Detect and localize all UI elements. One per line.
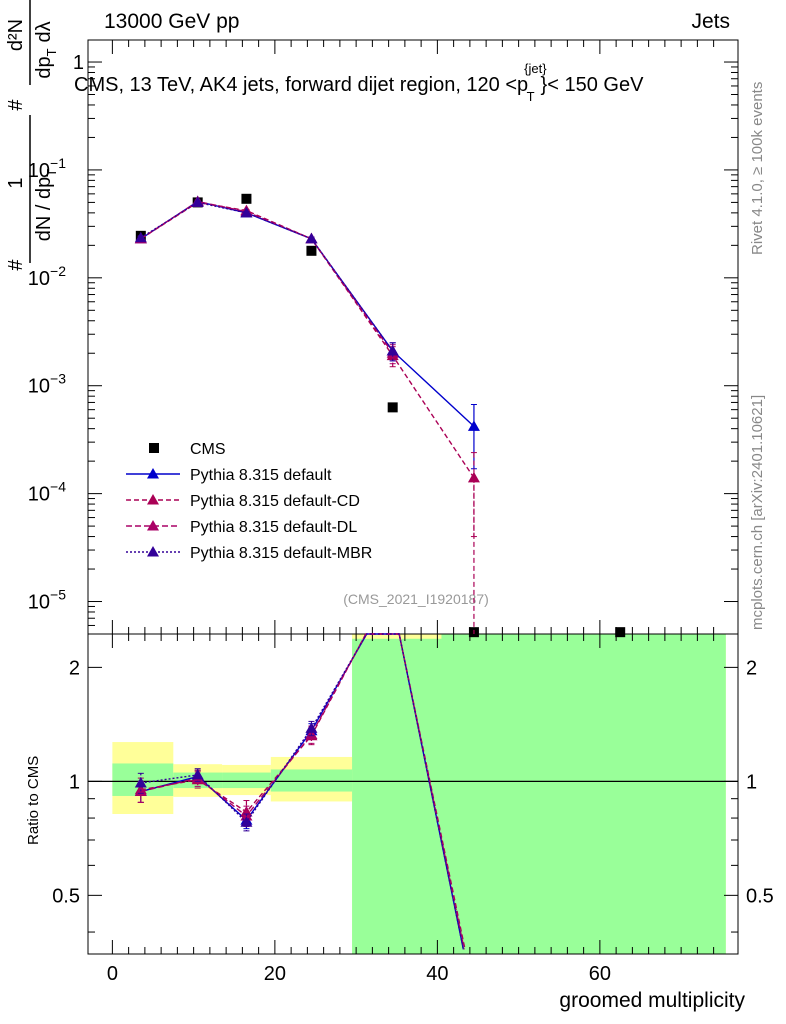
mcplots-label: mcplots.cern.ch [arXiv:2401.10621] xyxy=(749,395,766,630)
ylabel-dp: dp xyxy=(33,56,55,78)
ratio-y-tick-label-0: 0.5 xyxy=(52,885,80,907)
ratio-y-tick-label-right-2: 2 xyxy=(746,657,757,679)
ylabel-hash-2: # xyxy=(5,99,27,111)
main-y-tick-label-2: 10−2 xyxy=(28,263,66,290)
mbr-point-2 xyxy=(240,206,253,218)
mbr-line xyxy=(140,201,394,352)
x-tick-label-0: 0 xyxy=(107,963,118,985)
legend-mbr-label: Pythia 8.315 default-MBR xyxy=(190,545,372,562)
band-inner-2 xyxy=(222,772,271,789)
legend-cd-label: Pythia 8.315 default-CD xyxy=(190,493,360,510)
chart-title: CMS, 13 TeV, AK4 jets, forward dijet reg… xyxy=(74,61,644,104)
tick-exponent: −5 xyxy=(50,587,66,603)
main-y-tick-label-1: 10−1 xyxy=(28,155,66,182)
band-inner-4 xyxy=(352,634,726,954)
default-point-5 xyxy=(467,420,480,431)
legend-cms-marker xyxy=(149,443,159,453)
mbr-point-4 xyxy=(386,344,399,356)
x-axis-label: groomed multiplicity xyxy=(559,989,745,1012)
x-tick-label-1: 20 xyxy=(264,963,286,985)
header-left-label: 13000 GeV pp xyxy=(104,10,239,33)
cd-line xyxy=(140,201,475,479)
watermark-label: (CMS_2021_I1920187) xyxy=(343,591,489,607)
ylabel-den-text: dN / dp xyxy=(33,177,55,241)
rivet-version-label: Rivet 4.1.0, ≥ 100k events xyxy=(749,82,766,255)
main-series-layer xyxy=(134,193,626,638)
mbr-point-3 xyxy=(305,232,318,244)
tick-exponent: −2 xyxy=(50,263,66,279)
tick-base: 10 xyxy=(28,268,50,290)
ratio-y-tick-label-2: 2 xyxy=(69,657,80,679)
ratio-mbr-point-3 xyxy=(305,722,318,733)
tick-exponent: −3 xyxy=(50,371,66,387)
ratio-panel-frame xyxy=(87,633,739,955)
legend-dl-label: Pythia 8.315 default-DL xyxy=(190,519,357,536)
mbr-point-1 xyxy=(191,196,204,207)
tick-base: 10 xyxy=(28,484,50,506)
ratio-uncertainty-bands xyxy=(112,634,726,954)
band-top-strip-4 xyxy=(352,634,442,639)
ratio-mbr-point-0 xyxy=(134,777,147,788)
ratio-series-layer xyxy=(134,633,466,950)
title-suffix: }< 150 GeV xyxy=(541,74,645,96)
ylabel-hash-1: # xyxy=(5,259,27,271)
tick-exponent: −4 xyxy=(50,479,66,495)
legend-default-label: Pythia 8.315 default xyxy=(190,467,332,484)
ratio-axes: 0.5 0.51 12 20 20 40 60 xyxy=(52,634,774,985)
main-y-tick-label-0: 1 xyxy=(73,52,84,74)
main-panel-frame xyxy=(87,39,739,635)
title-sup: {jet} xyxy=(524,61,547,76)
tick-exponent: −1 xyxy=(50,155,66,171)
series-cd xyxy=(134,196,480,634)
default-line xyxy=(140,200,475,427)
ylabel-dl: dλ xyxy=(33,21,55,42)
legend-dl-marker xyxy=(147,520,159,531)
ylabel-one: 1 xyxy=(5,177,27,188)
ylabel-dp-sub: T xyxy=(44,48,59,56)
cd-point-5 xyxy=(467,471,480,483)
legend: CMS Pythia 8.315 default Pythia 8.315 defa… xyxy=(126,441,372,562)
x-tick-label-2: 40 xyxy=(426,963,448,985)
ylabel-den-sub: T xyxy=(44,169,59,177)
legend-data-label: CMS xyxy=(190,441,226,458)
ylabel-den-2: dpTdλ xyxy=(33,21,59,78)
x-tick-label-3: 60 xyxy=(589,963,611,985)
cms-point-4 xyxy=(387,402,398,413)
cms-point-3 xyxy=(306,245,317,256)
ratio-y-axis-label: Ratio to CMS xyxy=(25,756,42,845)
ratio-mbr-point-2 xyxy=(240,816,253,827)
ratio-y-tick-label-1: 1 xyxy=(69,771,80,793)
tick-base: 10 xyxy=(28,592,50,614)
main-y-axis-label: # 1 dN / dpT # d²N dpTdλ xyxy=(5,0,59,271)
ratio-mbr-point-1 xyxy=(191,768,204,780)
main-y-tick-label-4: 10−4 xyxy=(28,479,66,506)
series-data xyxy=(135,193,626,638)
mbr-point-0 xyxy=(134,231,147,243)
cms-point-2 xyxy=(241,193,252,204)
ylabel-den-1: dN / dpT xyxy=(33,169,59,241)
legend-mbr-marker xyxy=(147,546,159,557)
series-dl xyxy=(134,195,399,365)
main-axes: 110−110−210−310−410−5 xyxy=(28,40,738,635)
ratio-y-tick-label-right-1: 1 xyxy=(746,771,757,793)
ratio-series-mbr xyxy=(134,633,465,950)
cms-point-6 xyxy=(615,627,626,638)
title-prefix: CMS, 13 TeV, AK4 jets, forward dijet reg… xyxy=(74,74,528,96)
main-y-tick-label-5: 10−5 xyxy=(28,587,66,614)
tick-base: 10 xyxy=(28,160,50,182)
band-inner-3 xyxy=(270,769,353,792)
main-y-tick-label-3: 10−3 xyxy=(28,371,66,398)
legend-cd-marker xyxy=(147,494,159,505)
legend-default-marker xyxy=(147,468,159,479)
dl-line xyxy=(140,200,394,354)
ratio-y-tick-label-right-0: 0.5 xyxy=(746,885,774,907)
tick-base: 10 xyxy=(28,376,50,398)
header-right-label: Jets xyxy=(691,10,730,33)
ylabel-d2n: d²N xyxy=(5,19,27,51)
series-mbr xyxy=(134,196,399,362)
title-sub: T xyxy=(527,89,535,104)
